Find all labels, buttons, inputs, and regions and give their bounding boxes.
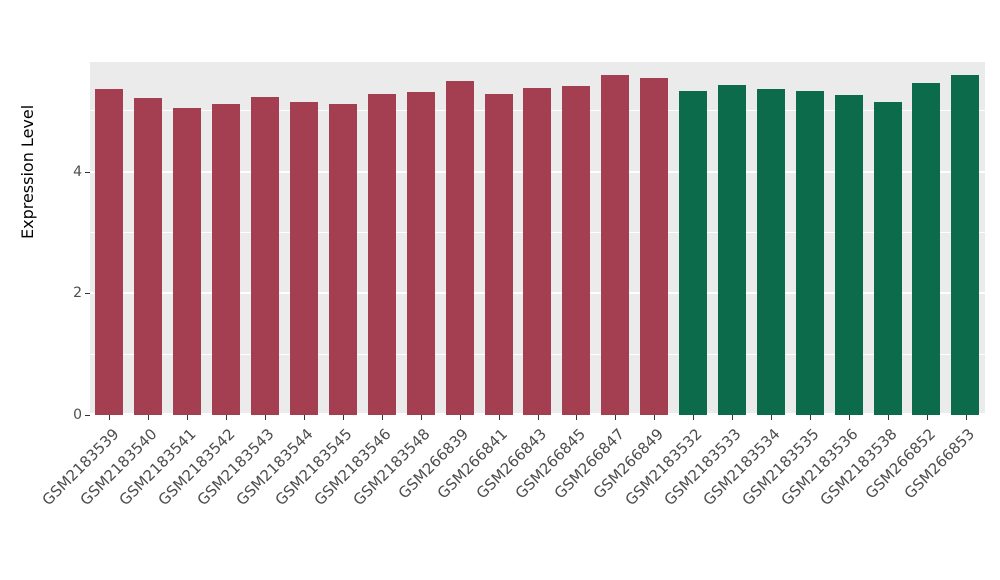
x-tick-mark: [420, 415, 422, 420]
x-tick-mark: [498, 415, 500, 420]
bar-slot: [946, 62, 985, 415]
bar-GSM2183532: [679, 90, 708, 415]
bar-GSM2183540: [134, 97, 163, 415]
bar-slot: [635, 62, 674, 415]
bar-GSM2183541: [173, 108, 202, 415]
x-tick-mark: [342, 415, 344, 420]
bar-slot: [90, 62, 129, 415]
bar-GSM266847: [601, 75, 630, 415]
bars-container: [90, 62, 985, 415]
x-tick-mark: [770, 415, 772, 420]
y-tick-label: 2: [73, 285, 82, 302]
bar-GSM2183536: [834, 95, 863, 415]
bar-slot: [829, 62, 868, 415]
y-tick-mark: [85, 171, 90, 173]
bar-slot: [790, 62, 829, 415]
x-tick-mark: [654, 415, 656, 420]
y-tick-mark: [85, 415, 90, 416]
x-tick-mark: [148, 415, 150, 420]
y-tick-mark: [85, 293, 90, 295]
bar-GSM266845: [562, 85, 591, 415]
bar-slot: [440, 62, 479, 415]
x-tick-mark: [265, 415, 267, 420]
bar-slot: [362, 62, 401, 415]
bar-GSM2183543: [251, 96, 280, 415]
bar-slot: [207, 62, 246, 415]
x-tick-mark: [381, 415, 383, 420]
bar-GSM266841: [484, 93, 513, 415]
x-tick-mark: [187, 415, 189, 420]
bar-GSM2183548: [406, 91, 435, 415]
bar-GSM266852: [912, 83, 941, 415]
bar-GSM2183539: [95, 88, 124, 415]
bar-GSM266839: [445, 80, 474, 415]
x-tick-mark: [965, 415, 967, 420]
bar-slot: [557, 62, 596, 415]
bar-slot: [168, 62, 207, 415]
bar-GSM2183546: [367, 93, 396, 415]
bar-slot: [596, 62, 635, 415]
x-label-slot: GSM266853: [901, 423, 978, 573]
x-tick-mark: [576, 415, 578, 420]
x-tick-mark: [304, 415, 306, 420]
bar-slot: [751, 62, 790, 415]
y-tick-label: 0: [73, 407, 82, 423]
bar-GSM2183533: [717, 85, 746, 415]
bar-slot: [868, 62, 907, 415]
bar-slot: [129, 62, 168, 415]
bar-GSM2183542: [212, 104, 241, 415]
bar-GSM266853: [951, 75, 980, 415]
bar-GSM266843: [523, 87, 552, 415]
x-axis-labels: GSM2183539 GSM2183540 GSM2183541 GSM2183542…: [38, 423, 985, 573]
bar-slot: [401, 62, 440, 415]
bar-slot: [907, 62, 946, 415]
bar-GSM266849: [640, 77, 669, 415]
x-tick-mark: [615, 415, 617, 420]
bar-GSM2183538: [873, 101, 902, 415]
bar-slot: [285, 62, 324, 415]
bar-slot: [713, 62, 752, 415]
y-tick-label: 4: [73, 163, 82, 180]
x-tick-mark: [693, 415, 695, 420]
bar-GSM2183545: [328, 104, 357, 415]
x-tick-mark: [887, 415, 889, 420]
bar-GSM2183535: [795, 90, 824, 415]
bar-slot: [518, 62, 557, 415]
bar-GSM2183544: [289, 102, 318, 415]
x-tick-mark: [226, 415, 228, 420]
plot-panel: [90, 62, 985, 415]
x-tick-mark: [848, 415, 850, 420]
bar-slot: [323, 62, 362, 415]
bar-slot: [246, 62, 285, 415]
x-tick-mark: [926, 415, 928, 420]
bar-GSM2183534: [756, 89, 785, 415]
x-tick-mark: [809, 415, 811, 420]
x-tick-mark: [109, 415, 111, 420]
x-tick-mark: [732, 415, 734, 420]
x-tick-mark: [537, 415, 539, 420]
bar-slot: [479, 62, 518, 415]
x-tick-mark: [459, 415, 461, 420]
bar-slot: [674, 62, 713, 415]
